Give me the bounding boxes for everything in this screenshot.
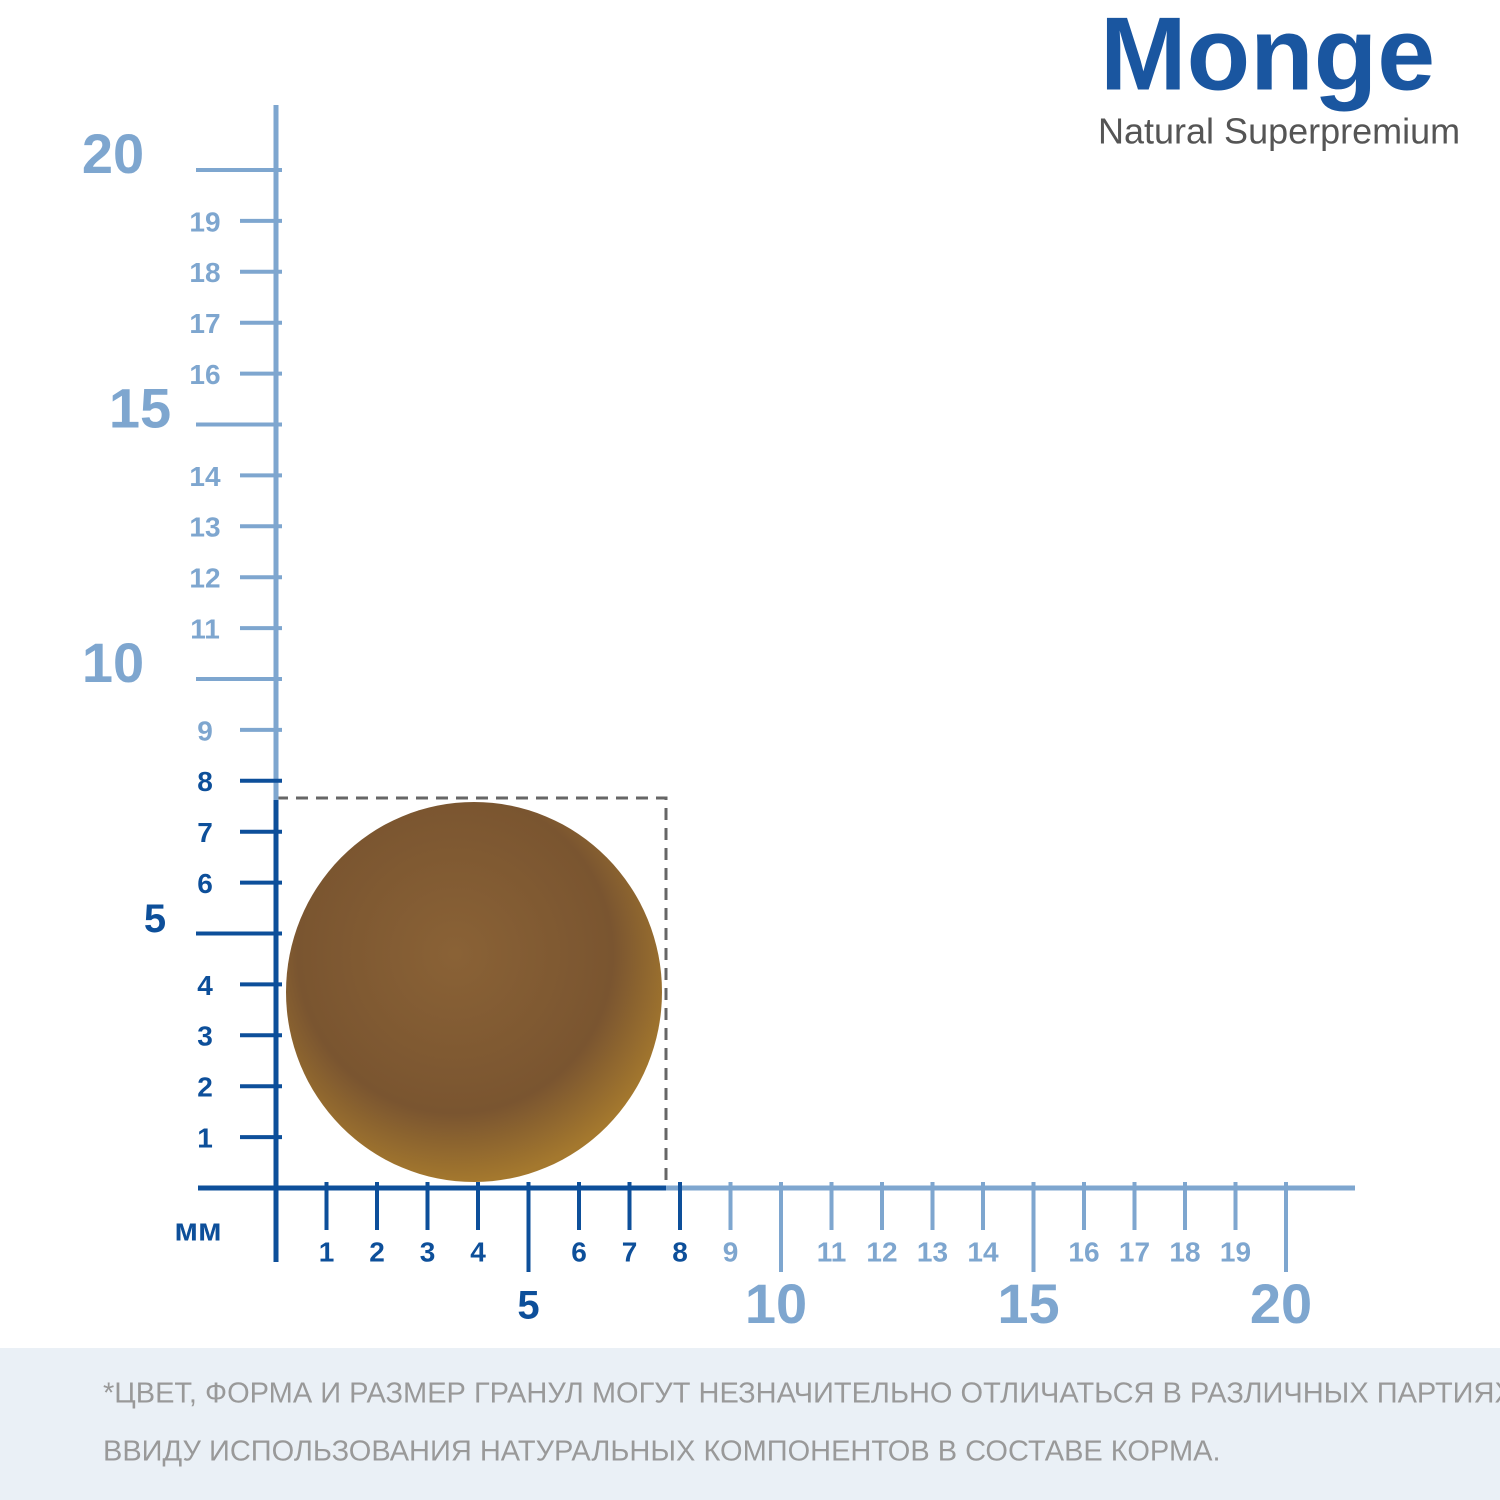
x-tick-label: 7 [622,1236,638,1267]
y-tick-label: 13 [189,512,220,543]
y-tick-label: 7 [197,817,213,848]
y-tick-label: 12 [189,563,220,594]
x-tick-label: 12 [866,1236,897,1267]
x-tick-label: 3 [420,1236,436,1267]
y-tick-label: 11 [190,613,220,644]
x-tick-label: 11 [817,1236,847,1267]
x-tick-label: 20 [1250,1272,1312,1335]
y-tick-label: 3 [197,1021,213,1052]
x-tick-label: 14 [967,1236,999,1267]
y-tick-label: 16 [189,359,220,390]
brand-name: Monge [1100,0,1435,112]
y-tick-label: 20 [82,122,144,185]
y-tick-label: 2 [197,1072,213,1103]
x-tick-label: 16 [1068,1236,1099,1267]
y-tick-label: 9 [197,715,213,746]
y-tick-label: 15 [109,376,171,439]
y-tick-label: 1 [197,1122,213,1153]
disclaimer-band [0,1348,1500,1500]
x-tick-label: 18 [1169,1236,1200,1267]
kibble [286,802,662,1182]
brand-tagline: Natural Superpremium [1098,111,1460,152]
y-tick-label: 19 [189,206,220,237]
y-tick-label: 4 [197,970,213,1001]
x-tick-label: 8 [672,1236,688,1267]
y-tick-label: 18 [189,257,220,288]
x-tick-label: 19 [1220,1236,1251,1267]
y-tick-label: 6 [197,868,213,899]
x-tick-label: 2 [369,1236,385,1267]
y-tick-label: 17 [189,308,220,339]
y-tick-label: 14 [189,461,221,492]
x-tick-label: 9 [723,1236,739,1267]
x-tick-label: 17 [1119,1236,1150,1267]
y-tick-label: 10 [82,631,144,694]
x-tick-label: 6 [571,1236,587,1267]
x-tick-label: 5 [517,1284,539,1328]
y-tick-label: 8 [197,766,213,797]
disclaimer-line: ВВИДУ ИСПОЛЬЗОВАНИЯ НАТУРАЛЬНЫХ КОМПОНЕН… [103,1436,1221,1468]
x-tick-label: 4 [470,1236,486,1267]
x-tick-label: 13 [917,1236,948,1267]
disclaimer-line: *ЦВЕТ, ФОРМА И РАЗМЕР ГРАНУЛ МОГУТ НЕЗНА… [103,1378,1500,1410]
unit: мм [174,1211,221,1247]
y-tick-label: 5 [144,897,166,941]
x-tick-label: 10 [745,1272,807,1335]
x-tick-label: 1 [319,1236,335,1267]
x-tick-label: 15 [997,1272,1059,1335]
